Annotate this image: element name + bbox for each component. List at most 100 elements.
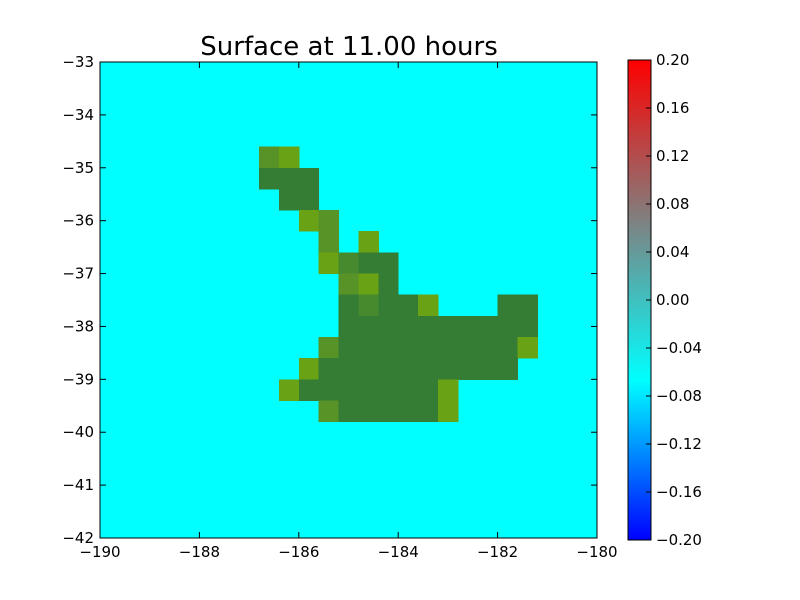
heatmap-cell: [418, 315, 439, 338]
chart-title: Surface at 11.00 hours: [200, 32, 498, 62]
plot-area: [99, 61, 598, 539]
colorbar-tick-label: −0.08: [656, 387, 702, 405]
heatmap-cell: [318, 210, 340, 232]
heatmap-cell: [437, 379, 459, 401]
heatmap-cell: [437, 337, 459, 359]
heatmap-cell: [378, 294, 399, 317]
heatmap-cell: [437, 400, 459, 423]
heatmap-cell: [298, 210, 320, 232]
heatmap-cell: [497, 358, 518, 380]
heatmap-cell: [497, 294, 518, 317]
heatmap-cell: [477, 315, 499, 338]
heatmap-cell: [378, 252, 399, 275]
colorbar-tick-label: −0.04: [656, 339, 702, 357]
heatmap-cell: [477, 358, 499, 380]
y-tick-label: −35: [62, 159, 94, 177]
heatmap-cell: [418, 358, 439, 380]
heatmap-cell: [358, 337, 379, 359]
heatmap-cell: [497, 337, 518, 359]
x-tick-label: −182: [477, 543, 518, 561]
x-tick-label: −188: [179, 543, 220, 561]
heatmap-cell: [378, 315, 399, 338]
heatmap-cell: [298, 358, 320, 380]
heatmap-cell: [259, 167, 280, 190]
y-tick-label: −42: [62, 529, 94, 547]
heatmap-cell: [398, 400, 419, 423]
heatmap-cell: [338, 315, 359, 338]
heatmap-cell: [418, 400, 439, 423]
x-tick-label: −184: [378, 543, 419, 561]
heatmap-cell: [437, 358, 459, 380]
heatmap-cell: [338, 252, 359, 275]
y-tick-label: −34: [62, 106, 94, 124]
heatmap-cell: [398, 315, 419, 338]
heatmap-cell: [318, 231, 340, 253]
x-tick-label: −180: [576, 543, 617, 561]
heatmap-cell: [318, 400, 340, 423]
heatmap-cell: [298, 188, 320, 211]
heatmap-cell: [318, 379, 340, 401]
colorbar-tick-label: −0.12: [656, 435, 702, 453]
heatmap-cell: [437, 315, 459, 338]
x-axis: −190 −188 −186 −184 −182 −180: [79, 62, 618, 561]
heatmap-cell: [378, 358, 399, 380]
colorbar-tick-label: 0.16: [656, 99, 689, 117]
heatmap-cell: [398, 337, 419, 359]
heatmap-cell: [278, 167, 300, 190]
heatmap-cell: [418, 379, 439, 401]
colorbar-tick-label: 0.04: [656, 243, 689, 261]
heatmap-cell: [477, 337, 499, 359]
heatmap-cell: [457, 337, 479, 359]
heatmap-cell: [358, 231, 379, 253]
heatmap-cell: [298, 379, 320, 401]
heatmap-cell: [418, 337, 439, 359]
heatmap-cell: [298, 167, 320, 190]
y-tick-label: −40: [62, 423, 94, 441]
colorbar-ticks: 0.20 0.16 0.12 0.08 0.04 0.00 −0.04 −0.08 −0.12 −…: [646, 51, 702, 549]
colorbar-tick-label: 0.00: [656, 291, 689, 309]
heatmap-cell: [338, 379, 359, 401]
heatmap-cell: [338, 400, 359, 423]
colorbar-tick-label: −0.16: [656, 483, 702, 501]
heatmap-cell: [457, 358, 479, 380]
heatmap-cell: [318, 252, 340, 275]
y-tick-label: −41: [62, 476, 94, 494]
colorbar: 0.20 0.16 0.12 0.08 0.04 0.00 −0.04 −0.08 −0.12 −…: [627, 51, 702, 549]
heatmap-cell: [358, 315, 379, 338]
colorbar-tick-label: 0.20: [656, 51, 689, 69]
y-tick-label: −38: [62, 317, 94, 335]
heatmap-cell: [358, 379, 379, 401]
colorbar-tick-label: 0.12: [656, 147, 689, 165]
y-tick-label: −33: [62, 53, 94, 71]
y-tick-label: −39: [62, 370, 94, 388]
heatmap-cell: [338, 337, 359, 359]
x-tick-label: −190: [79, 543, 120, 561]
heatmap-cell: [398, 379, 419, 401]
plot-frame: [99, 61, 598, 539]
heatmap-cell: [278, 146, 300, 169]
y-tick-label: −37: [62, 265, 94, 283]
heatmap-cell: [259, 146, 280, 169]
heatmap-cell: [378, 379, 399, 401]
land-cells: [259, 146, 538, 423]
heatmap-cell: [358, 400, 379, 423]
heatmap-cell: [358, 294, 379, 317]
y-axis: −33 −34 −35 −36 −37 −38 −39 −40 −41 −42: [62, 53, 597, 547]
heatmap-cell: [398, 358, 419, 380]
heatmap-cell: [398, 294, 419, 317]
heatmap-cell: [338, 273, 359, 296]
heatmap-cell: [358, 252, 379, 275]
heatmap-cell: [278, 379, 300, 401]
heatmap-cell: [318, 358, 340, 380]
heatmap-cell: [378, 337, 399, 359]
heatmap-cell: [378, 273, 399, 296]
heatmap-cell: [338, 358, 359, 380]
heatmap-cell: [358, 273, 379, 296]
heatmap-cell: [358, 358, 379, 380]
heatmap-cell: [378, 400, 399, 423]
colorbar-tick-label: 0.08: [656, 195, 689, 213]
colorbar-gradient: [628, 60, 651, 540]
heatmap-cell: [517, 315, 538, 338]
y-tick-label: −36: [62, 212, 94, 230]
